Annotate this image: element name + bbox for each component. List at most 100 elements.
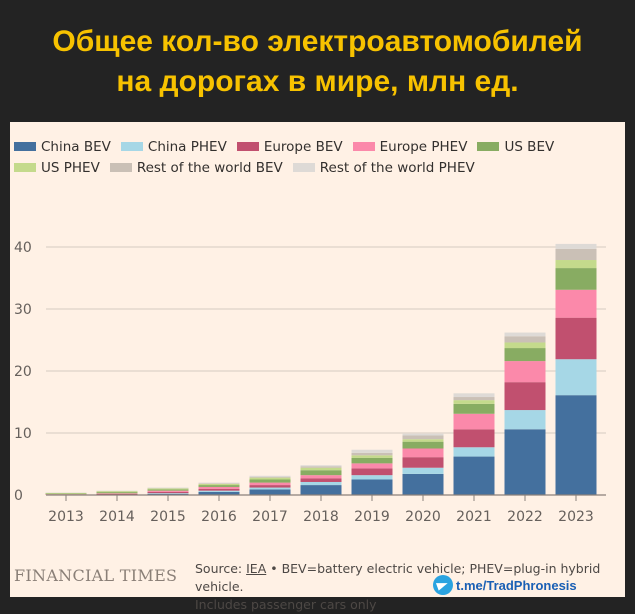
bar-segment xyxy=(403,457,444,468)
bar-segment xyxy=(199,491,240,492)
bar-segment xyxy=(46,494,87,495)
bar-segment xyxy=(199,483,240,484)
legend-item: Europe BEV xyxy=(237,139,343,155)
bar-segment xyxy=(148,492,189,493)
bar-segment xyxy=(454,457,495,495)
legend-swatch xyxy=(237,142,259,151)
legend-item: Rest of the world BEV xyxy=(110,160,283,176)
bar-segment xyxy=(97,493,138,494)
x-tick-label: 2022 xyxy=(507,509,543,525)
x-tick-label: 2020 xyxy=(405,509,441,525)
bar-segment xyxy=(352,480,393,496)
x-tick-label: 2019 xyxy=(354,509,390,525)
bar-segment xyxy=(250,488,291,490)
legend-label: Europe BEV xyxy=(264,139,343,155)
bar-segment xyxy=(556,359,597,395)
bar-segment xyxy=(148,491,189,492)
bar-segment xyxy=(199,483,240,484)
bar-segment xyxy=(352,455,393,457)
bar-segment xyxy=(301,478,342,482)
bar-segment xyxy=(97,492,138,493)
x-tick-label: 2014 xyxy=(99,509,135,525)
bar-segment xyxy=(403,434,444,436)
bar-segment xyxy=(505,342,546,348)
x-tick-label: 2016 xyxy=(201,509,237,525)
y-tick-label: 0 xyxy=(14,488,23,504)
legend-swatch xyxy=(353,142,375,151)
source-link[interactable]: IEA xyxy=(246,561,266,576)
y-tick-label: 20 xyxy=(14,364,32,380)
bar-segment xyxy=(250,483,291,485)
bar-segment xyxy=(403,449,444,458)
bar-segment xyxy=(556,260,597,268)
x-tick-label: 2021 xyxy=(456,509,492,525)
bar-segment xyxy=(148,488,189,489)
bar-segment xyxy=(505,333,546,337)
legend-label: China PHEV xyxy=(148,139,227,155)
bar-segment xyxy=(454,414,495,430)
bar-segment xyxy=(250,478,291,480)
bar-segment xyxy=(199,484,240,485)
y-tick-label: 30 xyxy=(14,302,32,318)
bar-segment xyxy=(403,439,444,441)
bar-segment xyxy=(301,475,342,478)
bar-segment xyxy=(454,429,495,447)
telegram-text: t.me/TradPhronesis xyxy=(456,578,577,593)
page-title: Общее кол-во электроавтомобилей на дорог… xyxy=(0,22,635,102)
x-tick-label: 2023 xyxy=(558,509,594,525)
bar-segment xyxy=(301,470,342,475)
bar-segment xyxy=(556,290,597,318)
bar-segment xyxy=(301,468,342,470)
legend-label: China BEV xyxy=(41,139,111,155)
x-tick-label: 2018 xyxy=(303,509,339,525)
bar-segment xyxy=(148,493,189,494)
bar-segment xyxy=(505,429,546,495)
legend-swatch xyxy=(121,142,143,151)
ft-logo: FINANCIAL TIMES xyxy=(14,566,177,585)
bar-segment xyxy=(556,249,597,260)
bar-segment xyxy=(148,489,189,490)
bar-segment xyxy=(97,491,138,492)
source-prefix: Source: xyxy=(195,561,246,576)
x-tick-label: 2017 xyxy=(252,509,288,525)
legend-item: China PHEV xyxy=(121,139,227,155)
bar-segment xyxy=(505,348,546,361)
bar-segment xyxy=(454,400,495,404)
legend-swatch xyxy=(110,163,132,172)
bar-segment xyxy=(505,382,546,410)
legend-item: China BEV xyxy=(14,139,111,155)
bar-segment xyxy=(352,463,393,468)
bar-segment xyxy=(352,458,393,464)
bar-segment xyxy=(352,450,393,453)
bar-segment xyxy=(352,475,393,479)
legend-label: Rest of the world BEV xyxy=(137,160,283,176)
bar-segment xyxy=(301,485,342,495)
legend-swatch xyxy=(293,163,315,172)
bar-segment xyxy=(301,466,342,467)
y-tick-label: 10 xyxy=(14,426,32,442)
bar-segment xyxy=(556,244,597,249)
legend-swatch xyxy=(477,142,499,151)
legend-item: US PHEV xyxy=(14,160,100,176)
bar-segment xyxy=(403,474,444,495)
legend-item: US BEV xyxy=(477,139,554,155)
bar-segment xyxy=(301,465,342,466)
bar-segment xyxy=(505,336,546,342)
bar-segment xyxy=(454,393,495,397)
bar-segment xyxy=(250,476,291,477)
bar-segment xyxy=(46,493,87,494)
legend-label: Europe PHEV xyxy=(380,139,468,155)
legend-label: Rest of the world PHEV xyxy=(320,160,475,176)
y-tick-label: 40 xyxy=(14,240,32,256)
bar-segment xyxy=(199,487,240,489)
title-line-1: Общее кол-во электроавтомобилей xyxy=(0,22,635,62)
bar-segment xyxy=(250,485,291,487)
legend-row: US PHEV Rest of the world BEV Rest of the … xyxy=(14,157,614,178)
bar-segment xyxy=(454,397,495,400)
legend-item: Europe PHEV xyxy=(353,139,468,155)
bar-segment xyxy=(250,489,291,495)
telegram-link[interactable]: t.me/TradPhronesis xyxy=(433,575,577,595)
bar-segment xyxy=(250,477,291,478)
